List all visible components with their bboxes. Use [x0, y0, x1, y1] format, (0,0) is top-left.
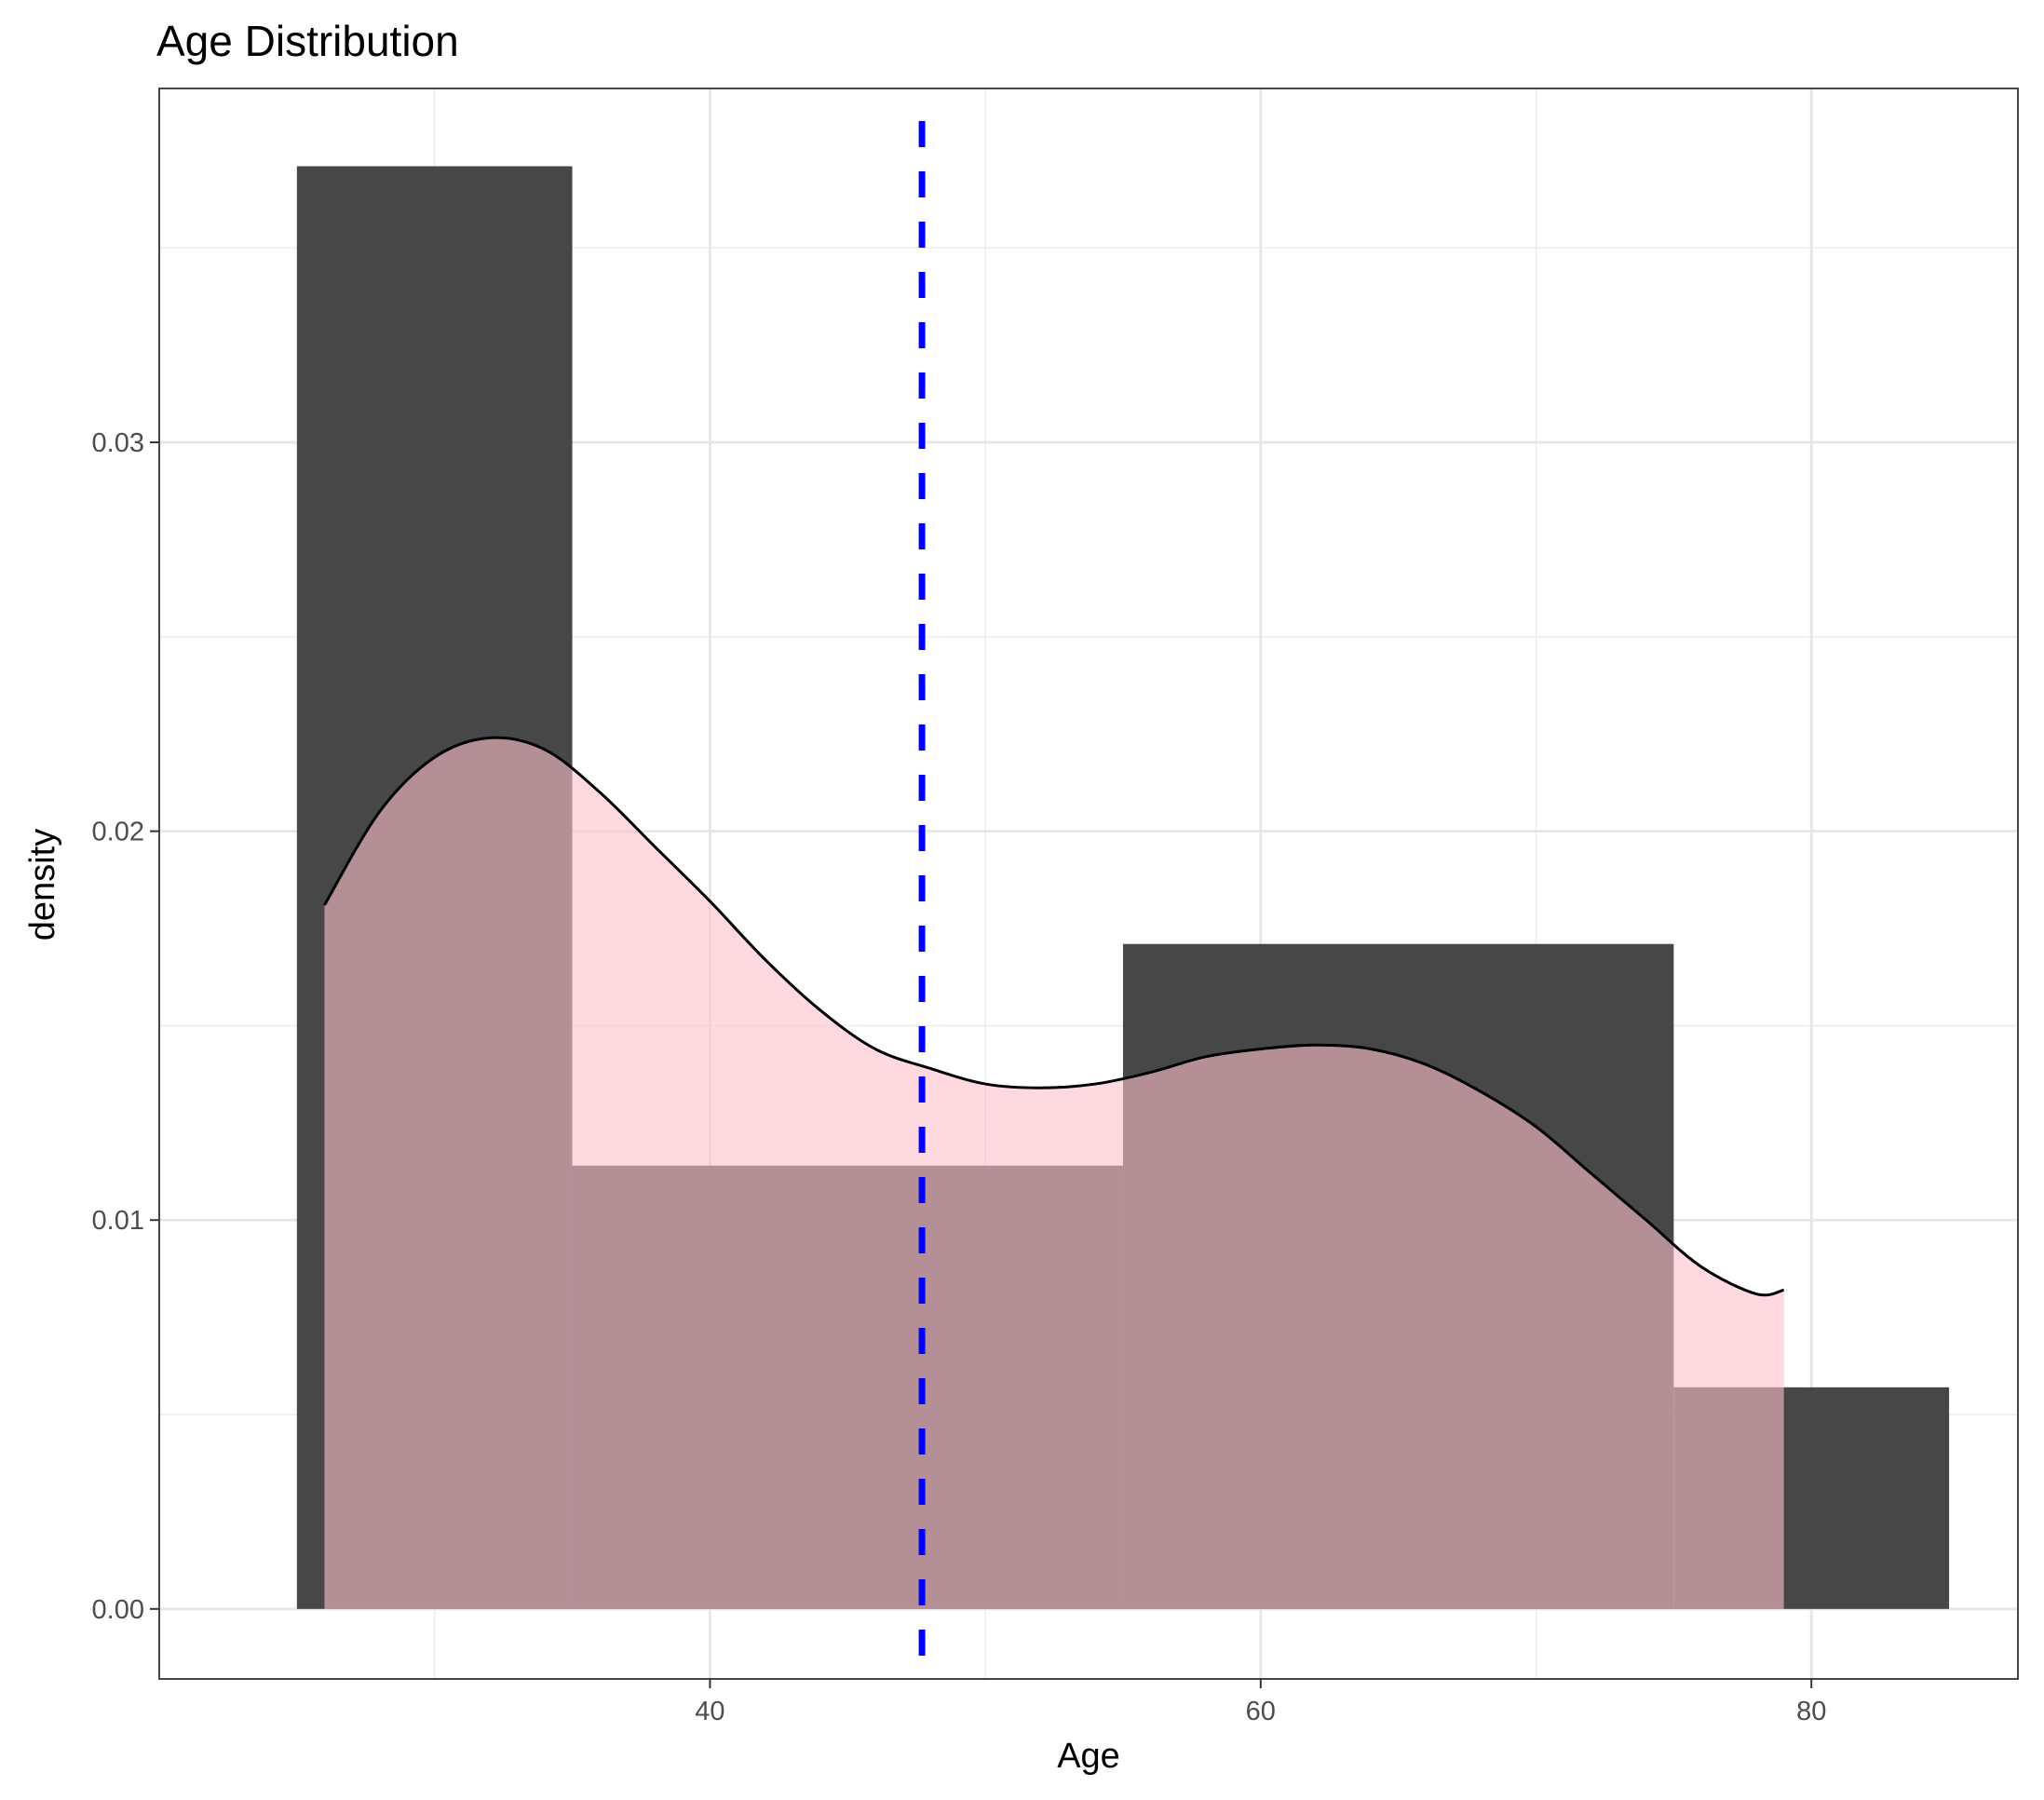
x-tick-label: 60: [1246, 1697, 1276, 1726]
x-tick-label: 40: [695, 1697, 724, 1726]
density-curve: [323, 736, 1785, 1297]
y-tick-label: 0.00: [92, 1595, 144, 1625]
chart-title: Age Distribution: [156, 17, 459, 65]
x-axis-title: Age: [1057, 1737, 1120, 1776]
x-axis-ticks: 40 60 80: [695, 1679, 1826, 1726]
density-area: [324, 738, 1784, 1609]
y-tick-label: 0.03: [92, 428, 144, 458]
x-tick-label: 80: [1796, 1697, 1826, 1726]
y-tick-label: 0.02: [92, 818, 144, 847]
y-axis-title: density: [23, 829, 62, 941]
density-curve-group: [323, 736, 1785, 1609]
plot-panel-border: [158, 88, 2019, 1680]
y-axis-ticks: 0.00 0.01 0.02 0.03: [92, 428, 159, 1625]
y-tick-label: 0.01: [92, 1206, 144, 1236]
